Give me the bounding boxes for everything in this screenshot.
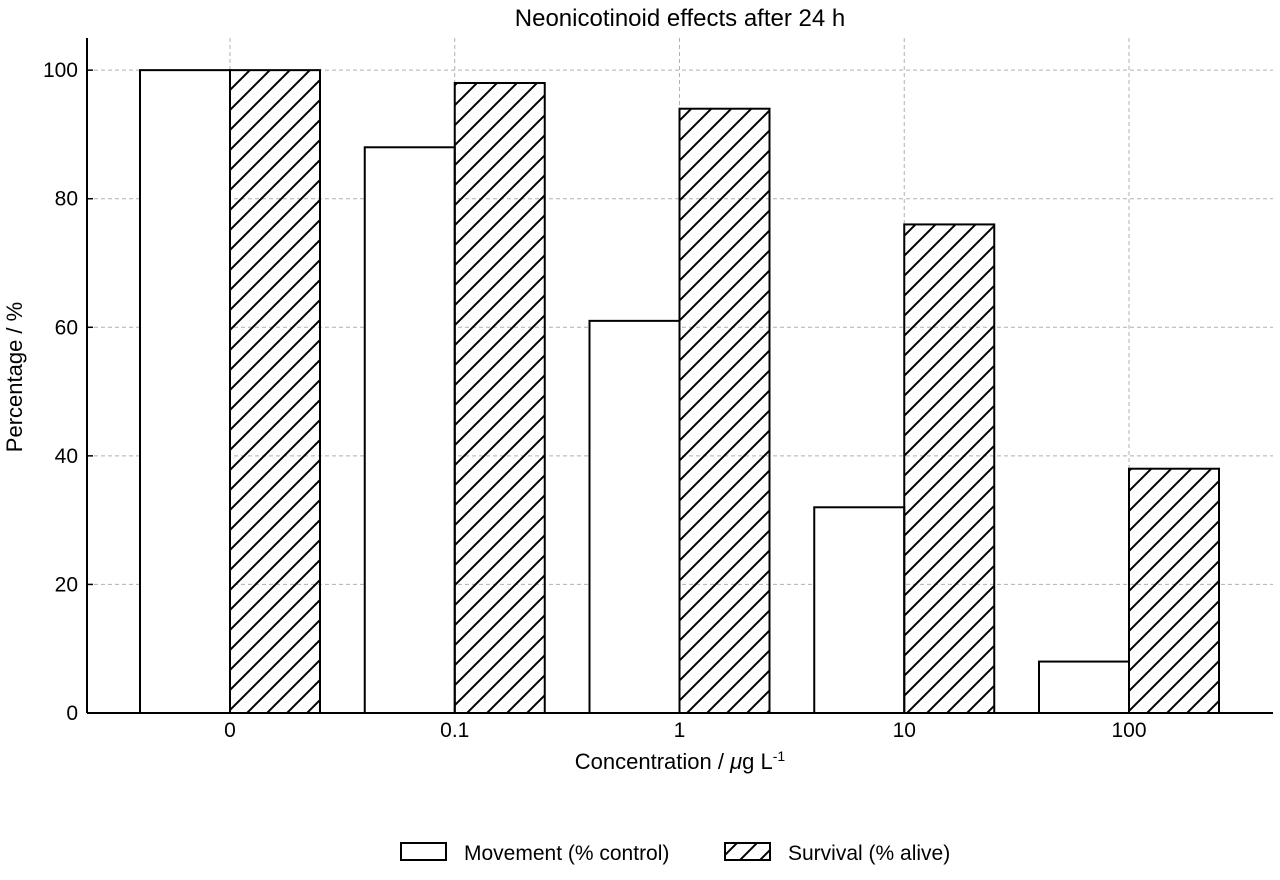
bars-layer (139, 69, 1220, 715)
x-axis-title-unit: g L (742, 749, 773, 774)
x-tick-label: 10 (893, 719, 916, 742)
bar-survival (903, 223, 996, 715)
bar-movement (1038, 660, 1130, 714)
labels-layer: 0 20 40 60 80 100 0 0.1 1 10 100 (43, 59, 1147, 742)
axes-layer (86, 38, 1273, 714)
chart-title: Neonicotinoid effects after 24 h (515, 5, 845, 32)
y-tick-label: 60 (55, 316, 78, 339)
y-axis-title: Percentage / % (2, 302, 27, 452)
y-tick-label: 20 (55, 573, 78, 596)
bar-survival (229, 69, 321, 714)
x-axis-title: Concentration / μg L-1 (575, 748, 786, 774)
x-axis-title-main: Concentration / (575, 749, 730, 774)
bar-survival (678, 107, 771, 714)
legend-swatch-survival (724, 842, 771, 861)
x-tick-label: 0 (224, 719, 236, 742)
x-axis-title-sup: -1 (773, 748, 786, 764)
y-tick-label: 80 (55, 188, 78, 211)
bar-movement (588, 319, 681, 714)
y-tick-label: 0 (66, 702, 78, 725)
y-tick-label: 100 (43, 59, 78, 82)
x-axis-title-mu: μ (729, 749, 742, 774)
bar-survival (453, 82, 546, 714)
bar-movement (139, 69, 231, 714)
legend-label-survival: Survival (% alive) (788, 842, 950, 865)
bar-movement (363, 146, 456, 715)
legend-label-movement: Movement (% control) (464, 842, 669, 865)
x-tick-label: 100 (1111, 719, 1146, 742)
legend-swatch-movement (400, 842, 447, 861)
x-tick-label: 0.1 (440, 719, 469, 742)
legend: Movement (% control) Survival (% alive) (400, 842, 950, 865)
bar-movement (813, 506, 906, 714)
bar-survival (1128, 467, 1220, 715)
y-tick-label: 40 (55, 445, 78, 468)
x-tick-label: 1 (674, 719, 686, 742)
